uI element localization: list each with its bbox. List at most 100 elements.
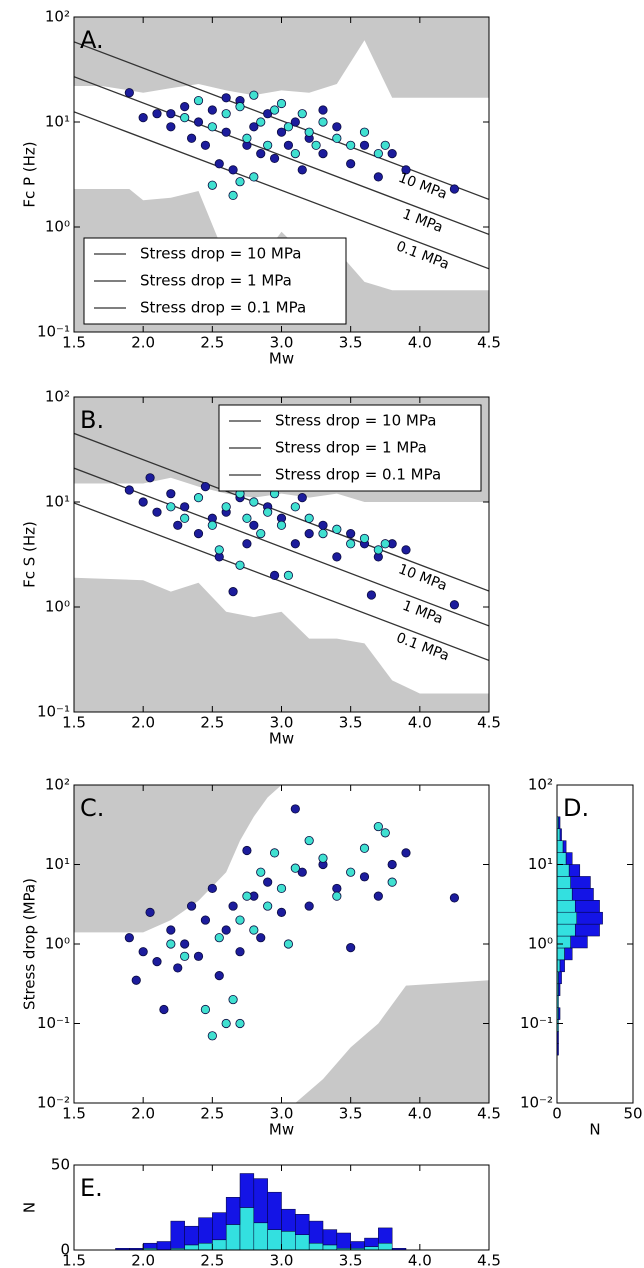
panel-label: A.	[80, 26, 104, 54]
event-point	[180, 951, 190, 961]
event-point	[235, 102, 245, 112]
event-point	[145, 473, 155, 483]
event-point	[242, 891, 252, 901]
stress-drop-line	[74, 76, 489, 236]
event-point	[332, 122, 342, 132]
event-point	[304, 835, 314, 846]
event-point	[221, 93, 231, 103]
y-tick-label: 10⁻¹	[37, 323, 70, 341]
event-point	[166, 939, 176, 949]
event-point	[359, 533, 370, 544]
event-point	[297, 165, 307, 175]
x-tick-label: 2.0	[131, 1105, 155, 1123]
histogram-bar	[378, 1227, 393, 1244]
x-tick-label: 3.5	[339, 1105, 363, 1123]
histogram-bar	[364, 1237, 379, 1247]
event-point	[276, 98, 287, 109]
y-tick-label: 10²	[528, 776, 553, 794]
stress-drop-line	[74, 432, 489, 592]
x-tick-label: 3.5	[339, 1252, 363, 1268]
event-point	[249, 925, 259, 935]
histogram-bar	[267, 1229, 282, 1250]
histogram-bar	[225, 1197, 241, 1225]
x-axis-label: Mw	[269, 350, 294, 368]
event-point	[290, 117, 300, 127]
event-point	[200, 140, 211, 150]
histogram-bar	[571, 888, 594, 901]
event-point	[346, 943, 356, 953]
histogram-bar	[558, 816, 561, 829]
stress-drop-line	[74, 502, 489, 662]
event-point	[221, 1018, 231, 1029]
event-point	[401, 848, 411, 858]
event-point	[249, 90, 259, 100]
event-point	[276, 907, 287, 917]
event-point	[380, 539, 390, 549]
event-point	[249, 122, 259, 132]
event-point	[373, 891, 383, 901]
event-point	[311, 140, 321, 150]
event-point	[263, 507, 273, 517]
event-point	[193, 529, 204, 539]
event-point	[180, 513, 190, 523]
histogram-bar	[558, 971, 562, 985]
x-tick-label: 4.5	[477, 1252, 501, 1268]
event-point	[290, 863, 300, 873]
x-tick-label: 2.0	[131, 334, 155, 352]
panel: 1.5 2.0 2.5 3.0 3.5 4.0 4.5 10⁻² 10⁻¹ 10⁰ 10¹ 10² C.…	[21, 776, 501, 1139]
event-point	[263, 877, 273, 887]
histogram-bar	[558, 1007, 561, 1020]
event-point	[283, 140, 294, 150]
legend-box	[83, 237, 347, 325]
event-point	[256, 933, 266, 943]
event-point	[290, 804, 300, 814]
event-point	[235, 177, 245, 187]
event-point	[449, 893, 460, 903]
stress-drop-line	[74, 41, 489, 201]
event-point	[228, 165, 238, 175]
y-tick-label: 10²	[45, 388, 70, 406]
histogram-bar	[559, 959, 565, 973]
x-tick-label: 4.5	[477, 334, 501, 352]
event-point	[200, 1004, 211, 1015]
event-point	[387, 877, 397, 887]
event-point	[346, 867, 356, 877]
event-point	[221, 925, 231, 935]
event-point	[242, 133, 252, 143]
y-tick-label: 10⁻²	[37, 1094, 70, 1112]
event-point	[249, 172, 259, 182]
x-tick-label: 4.5	[477, 1105, 501, 1123]
event-point	[166, 122, 176, 132]
event-point	[166, 925, 176, 935]
histogram-bar	[378, 1242, 393, 1250]
event-point	[138, 497, 148, 507]
event-point	[186, 133, 197, 143]
event-point	[318, 105, 328, 115]
event-point	[166, 489, 176, 499]
y-tick-label: 10¹	[45, 855, 70, 873]
event-point	[304, 901, 314, 911]
stress-drop-line	[74, 111, 489, 270]
histogram-bar	[562, 840, 567, 853]
histogram-bar	[557, 923, 576, 937]
event-point	[131, 975, 141, 985]
event-point	[193, 493, 204, 503]
x-tick-label: 4.0	[408, 334, 432, 352]
event-point	[124, 88, 134, 98]
histogram-bar	[142, 1242, 158, 1249]
histogram-bar	[557, 840, 564, 853]
event-point	[242, 513, 252, 523]
event-point	[152, 507, 162, 517]
histogram-bar	[570, 935, 588, 949]
histogram-bar	[239, 1207, 255, 1250]
event-point	[221, 127, 231, 137]
histogram-bar	[295, 1234, 310, 1250]
x-tick-label: 3.5	[339, 334, 363, 352]
y-axis-label: Fc P (Hz)	[21, 141, 39, 207]
event-point	[221, 502, 231, 512]
event-point	[207, 180, 217, 190]
y-tick-label: 10¹	[528, 855, 553, 873]
event-point	[297, 109, 307, 119]
histogram-bar	[557, 888, 573, 901]
